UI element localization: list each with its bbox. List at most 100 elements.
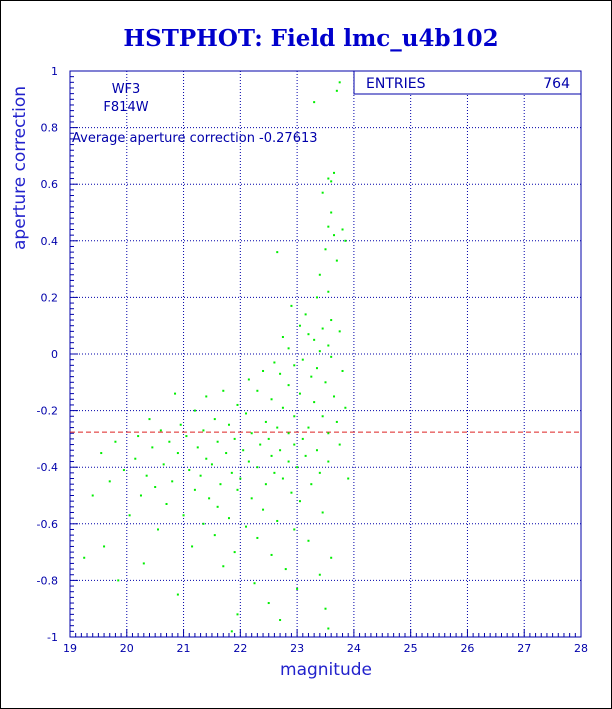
data-point	[171, 480, 174, 483]
data-point	[279, 619, 282, 622]
data-point	[290, 304, 293, 307]
data-point	[256, 536, 259, 539]
data-point	[236, 488, 239, 491]
data-point	[264, 483, 267, 486]
data-point	[128, 514, 131, 517]
data-point	[233, 437, 236, 440]
data-point	[179, 423, 182, 426]
data-point	[327, 177, 330, 180]
data-point	[338, 81, 341, 84]
y-tick-label: -0.2	[37, 405, 58, 418]
data-point	[313, 101, 316, 104]
data-point	[114, 440, 117, 443]
filter-label: F814W	[103, 100, 148, 115]
y-tick-label: 0.4	[41, 235, 59, 248]
data-point	[117, 579, 120, 582]
data-point	[330, 319, 333, 322]
data-point	[298, 392, 301, 395]
x-tick-label: 28	[574, 642, 588, 655]
data-point	[330, 211, 333, 214]
data-point	[287, 432, 290, 435]
data-point	[273, 471, 276, 474]
data-point	[298, 500, 301, 503]
data-point	[338, 443, 341, 446]
data-point	[168, 440, 171, 443]
data-point	[310, 483, 313, 486]
data-point	[267, 437, 270, 440]
data-point	[199, 474, 202, 477]
x-tick-label: 23	[290, 642, 304, 655]
data-point	[298, 324, 301, 327]
data-point	[313, 338, 316, 341]
data-point	[287, 460, 290, 463]
y-tick-label: -0.6	[37, 518, 58, 531]
data-point	[318, 471, 321, 474]
data-point	[242, 449, 245, 452]
data-point	[216, 505, 219, 508]
y-tick-labels: -1 -0.8 -0.6 -0.4 -0.2 0 0.2 0.4 0.6 0.8 1	[37, 65, 58, 644]
data-point	[182, 514, 185, 517]
data-point	[307, 539, 310, 542]
data-point	[134, 457, 137, 460]
data-point	[318, 273, 321, 276]
data-point	[259, 443, 262, 446]
y-tick-label: -1	[47, 631, 58, 644]
data-point	[293, 364, 296, 367]
data-point	[176, 593, 179, 596]
data-point	[333, 395, 336, 398]
data-point	[321, 191, 324, 194]
data-point	[321, 327, 324, 330]
data-point	[227, 517, 230, 520]
data-point	[91, 494, 94, 497]
data-point	[315, 296, 318, 299]
data-point	[273, 361, 276, 364]
data-point	[321, 415, 324, 418]
data-point	[122, 469, 125, 472]
data-point	[193, 409, 196, 412]
data-point	[341, 369, 344, 372]
x-tick-labels: 19 20 21 22 23 24 25 26 27 28	[63, 642, 588, 655]
data-point	[304, 454, 307, 457]
data-point	[301, 437, 304, 440]
data-point	[293, 415, 296, 418]
data-point	[137, 435, 140, 438]
data-point	[230, 630, 233, 633]
data-point	[313, 401, 316, 404]
data-point	[335, 89, 338, 92]
y-tick-label: 0	[51, 348, 58, 361]
data-point	[151, 446, 154, 449]
x-tick-label: 26	[460, 642, 474, 655]
data-point	[185, 435, 188, 438]
data-point	[222, 565, 225, 568]
data-point	[281, 336, 284, 339]
data-point	[202, 429, 205, 432]
data-point	[247, 378, 250, 381]
data-point	[327, 344, 330, 347]
data-point	[83, 556, 86, 559]
grid-lines	[70, 71, 581, 637]
data-point	[279, 372, 282, 375]
data-point	[191, 545, 194, 548]
y-tick-label: 0.2	[41, 291, 59, 304]
data-point	[301, 358, 304, 361]
data-point	[281, 477, 284, 480]
x-tick-label: 21	[177, 642, 191, 655]
data-point	[270, 553, 273, 556]
x-tick-label: 20	[120, 642, 134, 655]
x-tick-label: 24	[347, 642, 361, 655]
data-point	[250, 497, 253, 500]
data-point	[270, 454, 273, 457]
data-point	[245, 525, 248, 528]
data-point	[327, 627, 330, 630]
data-point	[176, 452, 179, 455]
data-point	[341, 228, 344, 231]
data-point	[250, 432, 253, 435]
chart-title: HSTPHOT: Field lmc_u4b102	[123, 25, 498, 52]
data-point	[165, 502, 168, 505]
data-point	[324, 248, 327, 251]
average-correction-label: Average aperture correction -0.27613	[72, 131, 318, 146]
data-point	[296, 466, 299, 469]
data-point	[205, 457, 208, 460]
x-tick-label: 27	[517, 642, 531, 655]
